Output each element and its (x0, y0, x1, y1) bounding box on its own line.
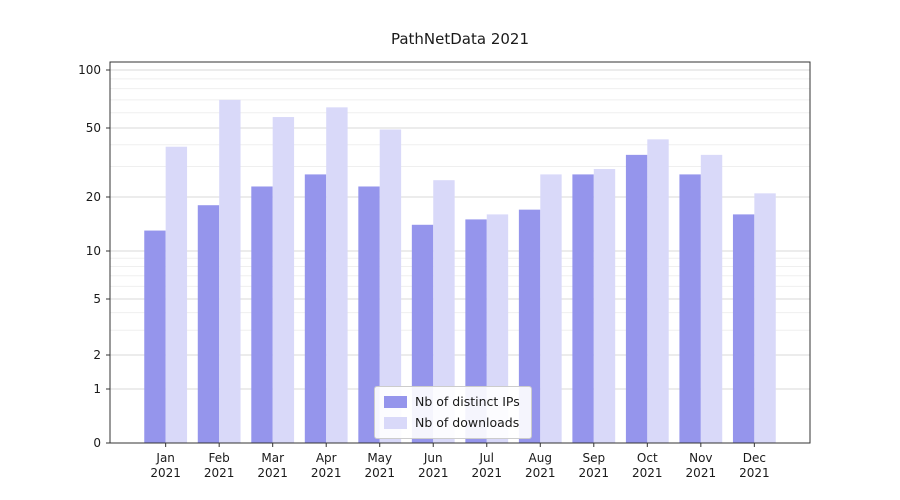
x-tick-label-year: 2021 (204, 466, 235, 480)
x-tick-label-year: 2021 (150, 466, 181, 480)
legend-label: Nb of downloads (415, 415, 520, 430)
bar-downloads (272, 117, 295, 443)
y-tick-label: 100 (78, 63, 101, 77)
x-tick-label-month: Nov (689, 451, 712, 465)
x-tick-label-month: Apr (316, 451, 337, 465)
y-tick-label: 50 (86, 121, 101, 135)
bar-downloads (165, 146, 188, 444)
bar-distinct-ips (304, 174, 327, 443)
bar-distinct-ips (518, 209, 541, 443)
chart-title: PathNetData 2021 (390, 30, 530, 48)
y-tick-label: 20 (86, 190, 101, 204)
x-tick-label-month: Jun (423, 451, 443, 465)
x-tick-label-month: May (367, 451, 392, 465)
x-tick-label-month: Jan (155, 451, 175, 465)
bar-downloads (219, 99, 241, 443)
bar-downloads (326, 107, 348, 443)
bar-downloads (593, 169, 616, 443)
legend-swatch (384, 416, 407, 429)
x-tick-label-month: Aug (529, 451, 552, 465)
x-tick-label-year: 2021 (311, 466, 342, 480)
bar-downloads (647, 139, 669, 443)
x-tick-label-year: 2021 (686, 466, 717, 480)
y-tick-label: 5 (93, 292, 101, 306)
x-tick-label-month: Sep (582, 451, 605, 465)
y-tick-label: 0 (93, 436, 101, 450)
axes-frame (109, 61, 811, 444)
bar-downloads (540, 174, 562, 443)
x-tick-label-month: Mar (261, 451, 284, 465)
bar-distinct-ips (358, 186, 380, 444)
bar-downloads (754, 193, 776, 443)
legend-item: Nb of downloads (384, 415, 520, 430)
bar-downloads (700, 154, 723, 443)
x-tick-label-month: Dec (743, 451, 766, 465)
x-tick-label-year: 2021 (364, 466, 395, 480)
y-tick-label: 1 (93, 382, 101, 396)
x-tick-label-month: Feb (209, 451, 230, 465)
y-tick-label: 10 (86, 244, 101, 258)
legend-item: Nb of distinct IPs (384, 394, 520, 409)
x-tick-label-year: 2021 (257, 466, 288, 480)
legend-label: Nb of distinct IPs (415, 394, 520, 409)
bar-downloads (433, 180, 455, 444)
bar-distinct-ips (625, 154, 648, 443)
bar-distinct-ips (732, 214, 755, 443)
bar-distinct-ips (197, 205, 220, 443)
bar-downloads (379, 129, 402, 443)
x-tick-label-year: 2021 (579, 466, 610, 480)
legend: Nb of distinct IPs Nb of downloads (374, 386, 532, 439)
x-tick-label-year: 2021 (471, 466, 502, 480)
x-tick-label-year: 2021 (418, 466, 449, 480)
x-tick-label-year: 2021 (632, 466, 663, 480)
x-tick-label-month: Jul (479, 451, 494, 465)
bar-distinct-ips (144, 230, 166, 443)
x-tick-label-month: Oct (637, 451, 658, 465)
bar-distinct-ips (251, 186, 273, 444)
y-tick-label: 2 (93, 348, 101, 362)
x-tick-label-year: 2021 (739, 466, 770, 480)
bar-distinct-ips (572, 174, 594, 443)
x-tick-label-year: 2021 (525, 466, 556, 480)
bar-distinct-ips (679, 174, 701, 443)
legend-swatch (384, 395, 407, 408)
bar-downloads (486, 214, 509, 443)
